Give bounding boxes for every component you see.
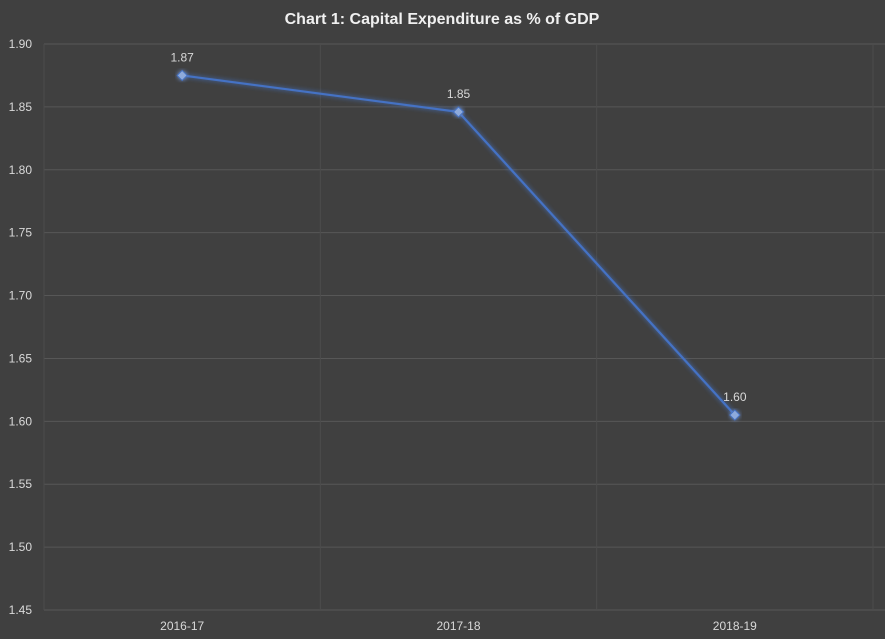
data-label: 1.85: [447, 87, 471, 101]
y-tick-label: 1.85: [9, 100, 33, 114]
y-tick-label: 1.80: [9, 163, 33, 177]
gridlines: [43, 43, 885, 611]
data-label: 1.87: [170, 50, 194, 64]
y-axis: 1.45 1.50 1.55 1.60 1.65 1.70 1.75 1.80 1.85 1.90: [9, 37, 33, 617]
y-tick-label: 1.45: [9, 603, 33, 617]
y-tick-label: 1.90: [9, 37, 33, 51]
chart-title: Chart 1: Capital Expenditure as % of GDP: [285, 11, 600, 28]
data-point-marker: [729, 409, 741, 421]
data-point-marker: [176, 69, 188, 82]
x-tick-label: 2017-18: [436, 619, 480, 633]
data-line: [182, 74, 736, 416]
y-tick-label: 1.75: [9, 226, 33, 240]
x-tick-label: 2018-19: [713, 619, 757, 633]
y-tick-label: 1.55: [9, 477, 33, 491]
y-tick-label: 1.50: [9, 540, 33, 554]
y-tick-label: 1.70: [9, 289, 33, 303]
data-point-marker: [452, 106, 465, 118]
data-label: 1.60: [723, 390, 747, 404]
y-tick-label: 1.60: [9, 414, 33, 428]
x-axis: 2016-17 2017-18 2018-19: [160, 619, 757, 633]
series-line: 1.87 1.85 1.60: [170, 50, 747, 421]
y-tick-label: 1.65: [9, 351, 33, 365]
x-tick-label: 2016-17: [160, 619, 204, 633]
